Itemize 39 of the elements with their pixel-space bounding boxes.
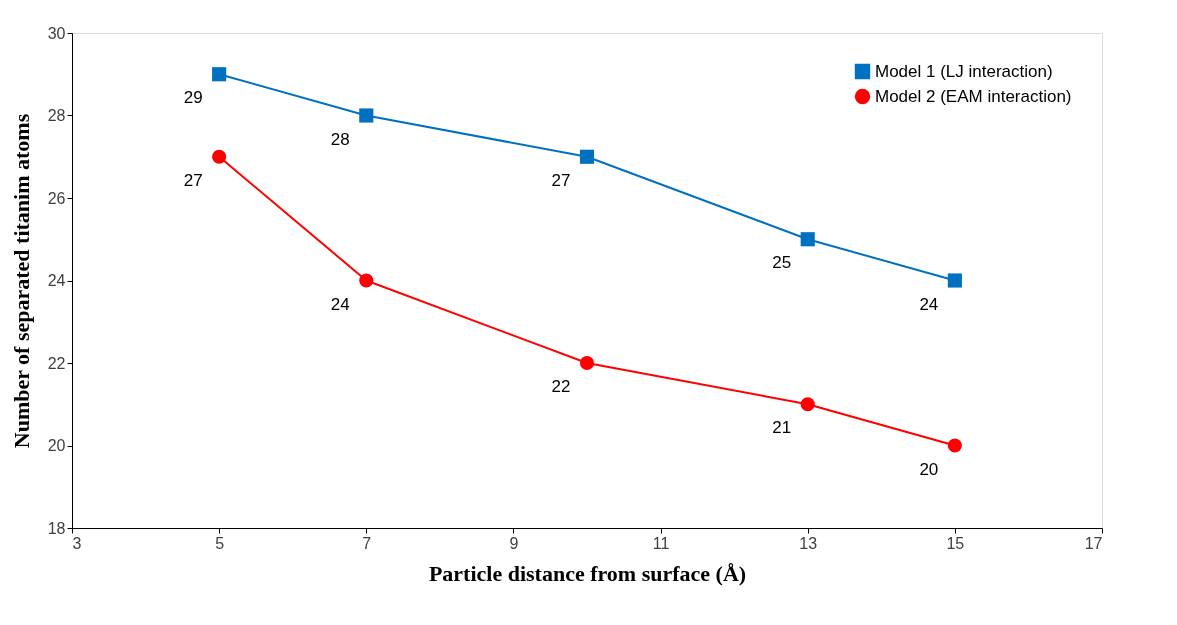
point bbox=[359, 108, 374, 123]
x-tick-label: 3 bbox=[72, 534, 82, 552]
y-tick-label: 20 bbox=[47, 437, 66, 454]
y-tick-label: 26 bbox=[47, 189, 66, 207]
data-label: 27 bbox=[183, 170, 203, 190]
data-label: 21 bbox=[772, 418, 792, 438]
data-label: 28 bbox=[330, 129, 350, 149]
x-tick-label: 17 bbox=[1084, 534, 1103, 552]
y-tick-label: 28 bbox=[47, 107, 66, 124]
y-tick-label: 30 bbox=[47, 24, 66, 42]
x-axis-title: Particle distance from surface (Å) bbox=[428, 560, 747, 586]
legend-label: Model 2 (EAM interaction) bbox=[875, 86, 1072, 106]
point bbox=[579, 149, 595, 164]
data-label: 27 bbox=[551, 170, 571, 190]
point bbox=[800, 232, 815, 247]
x-tick-label: 15 bbox=[946, 534, 965, 552]
y-axis-title: Number of separated titanim atoms bbox=[8, 113, 34, 449]
y-tick-label: 22 bbox=[47, 354, 66, 372]
legend-label: Model 1 (LJ interaction) bbox=[875, 61, 1053, 81]
x-tick-label: 5 bbox=[215, 534, 225, 552]
y-tick-label: 24 bbox=[47, 272, 66, 289]
data-label: 20 bbox=[919, 459, 939, 479]
x-tick-label: 13 bbox=[799, 534, 818, 552]
point bbox=[212, 67, 227, 82]
x-tick-label: 9 bbox=[509, 534, 519, 552]
x-tick-label: 7 bbox=[362, 534, 372, 552]
data-label: 22 bbox=[551, 377, 571, 396]
data-label: 25 bbox=[772, 253, 792, 273]
data-label: 29 bbox=[183, 88, 203, 108]
point bbox=[359, 273, 374, 288]
point bbox=[947, 273, 962, 288]
point bbox=[800, 397, 815, 412]
x-tick-label: 11 bbox=[652, 534, 670, 552]
data-label: 24 bbox=[919, 294, 939, 314]
point bbox=[947, 438, 962, 453]
point bbox=[579, 355, 595, 371]
data-label: 24 bbox=[330, 294, 350, 314]
point bbox=[212, 149, 227, 164]
y-tick-label: 18 bbox=[47, 519, 66, 537]
